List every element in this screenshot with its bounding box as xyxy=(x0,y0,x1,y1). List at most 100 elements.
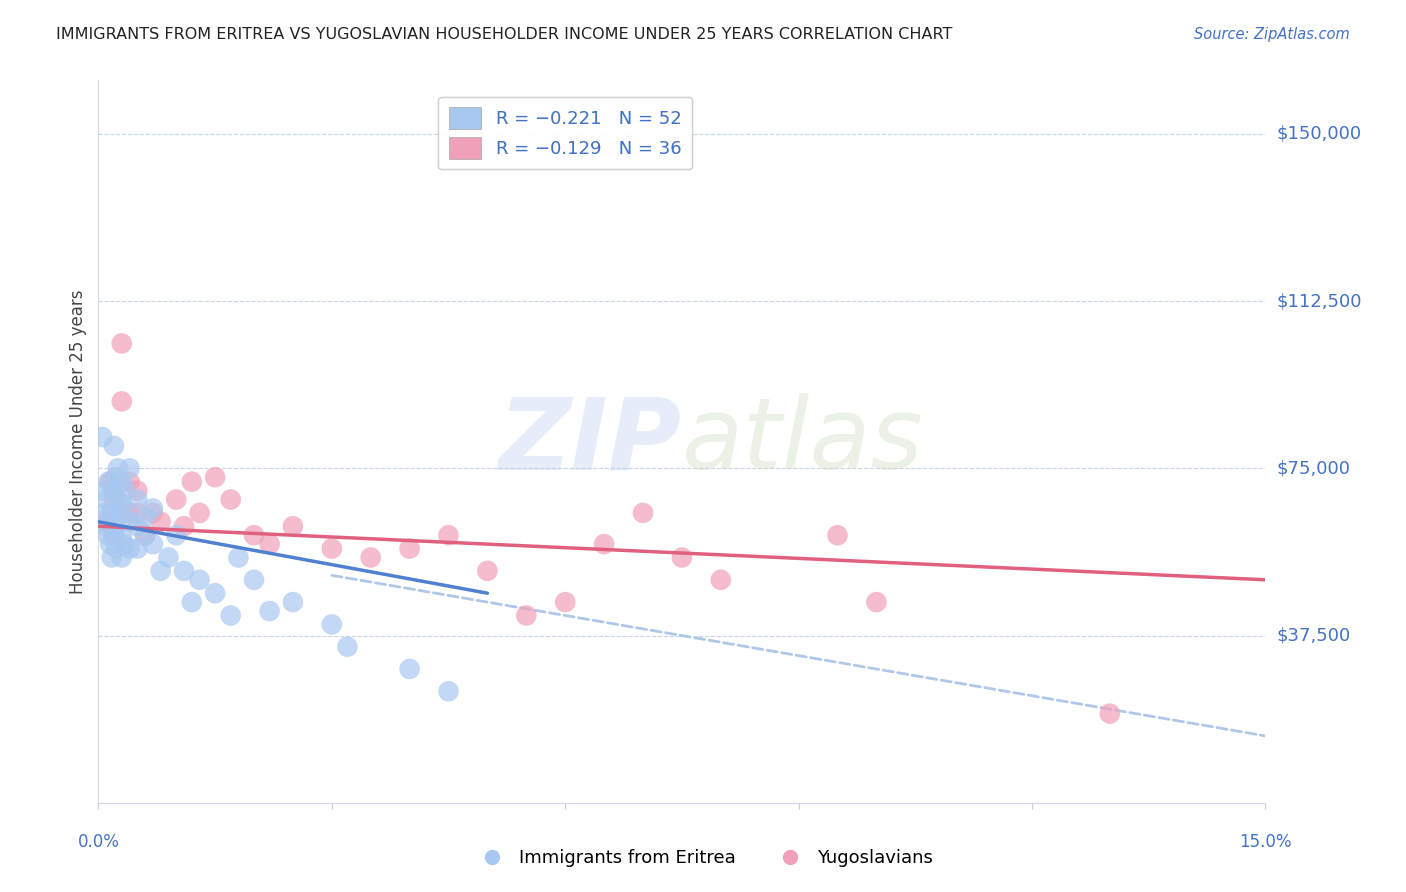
Point xyxy=(219,608,242,623)
Point xyxy=(103,439,125,453)
Point xyxy=(96,519,118,533)
Point xyxy=(360,550,382,565)
Point xyxy=(204,470,226,484)
Point xyxy=(96,515,118,529)
Point xyxy=(157,550,180,565)
Point xyxy=(149,515,172,529)
Point xyxy=(104,519,127,533)
Text: $150,000: $150,000 xyxy=(1277,125,1361,143)
Point xyxy=(437,528,460,542)
Point xyxy=(180,595,202,609)
Point xyxy=(118,461,141,475)
Point xyxy=(103,528,125,542)
Point xyxy=(93,506,115,520)
Text: Source: ZipAtlas.com: Source: ZipAtlas.com xyxy=(1194,27,1350,42)
Point xyxy=(118,515,141,529)
Point xyxy=(228,550,250,565)
Point xyxy=(97,528,120,542)
Point xyxy=(173,564,195,578)
Point xyxy=(98,475,121,489)
Point xyxy=(593,537,616,551)
Point xyxy=(243,573,266,587)
Point xyxy=(243,528,266,542)
Point xyxy=(398,662,420,676)
Point xyxy=(118,475,141,489)
Point xyxy=(142,506,165,520)
Legend: Immigrants from Eritrea, Yugoslavians: Immigrants from Eritrea, Yugoslavians xyxy=(467,842,939,874)
Point xyxy=(103,492,125,507)
Legend: R = −0.221   N = 52, R = −0.129   N = 36: R = −0.221 N = 52, R = −0.129 N = 36 xyxy=(439,96,692,169)
Point xyxy=(118,541,141,556)
Point xyxy=(142,501,165,516)
Point xyxy=(100,550,122,565)
Point xyxy=(112,506,135,520)
Point xyxy=(554,595,576,609)
Text: 15.0%: 15.0% xyxy=(1239,833,1292,851)
Point xyxy=(281,595,304,609)
Point xyxy=(111,497,134,511)
Point xyxy=(188,506,211,520)
Point xyxy=(111,394,134,409)
Text: 0.0%: 0.0% xyxy=(77,833,120,851)
Point xyxy=(149,564,172,578)
Point xyxy=(134,528,156,542)
Point xyxy=(107,492,129,507)
Point xyxy=(111,528,134,542)
Point xyxy=(437,684,460,698)
Point xyxy=(710,573,733,587)
Text: ZIP: ZIP xyxy=(499,393,682,490)
Text: $75,000: $75,000 xyxy=(1277,459,1351,477)
Point xyxy=(515,608,537,623)
Text: $112,500: $112,500 xyxy=(1277,292,1362,310)
Point xyxy=(105,541,128,556)
Point xyxy=(134,510,156,524)
Text: atlas: atlas xyxy=(682,393,924,490)
Text: IMMIGRANTS FROM ERITREA VS YUGOSLAVIAN HOUSEHOLDER INCOME UNDER 25 YEARS CORRELA: IMMIGRANTS FROM ERITREA VS YUGOSLAVIAN H… xyxy=(56,27,953,42)
Point xyxy=(631,506,654,520)
Y-axis label: Householder Income Under 25 years: Householder Income Under 25 years xyxy=(69,289,87,594)
Point xyxy=(98,506,121,520)
Point xyxy=(180,475,202,489)
Point xyxy=(165,492,187,507)
Point xyxy=(204,586,226,600)
Point xyxy=(93,483,115,498)
Point xyxy=(336,640,359,654)
Point xyxy=(107,461,129,475)
Point xyxy=(118,506,141,520)
Point xyxy=(97,475,120,489)
Point xyxy=(103,528,125,542)
Point xyxy=(91,430,114,444)
Point xyxy=(827,528,849,542)
Point xyxy=(111,550,134,565)
Point xyxy=(173,519,195,533)
Point xyxy=(165,528,187,542)
Point xyxy=(398,541,420,556)
Point xyxy=(127,506,149,520)
Point xyxy=(188,573,211,587)
Point xyxy=(96,492,118,507)
Point xyxy=(259,537,281,551)
Point xyxy=(259,604,281,618)
Point xyxy=(98,537,121,551)
Point xyxy=(127,541,149,556)
Point xyxy=(111,475,134,489)
Point xyxy=(321,541,343,556)
Point xyxy=(281,519,304,533)
Text: $37,500: $37,500 xyxy=(1277,626,1351,645)
Point xyxy=(142,537,165,551)
Point xyxy=(671,550,693,565)
Point xyxy=(477,564,499,578)
Point xyxy=(114,483,136,498)
Point xyxy=(127,483,149,498)
Point xyxy=(865,595,887,609)
Point xyxy=(134,528,156,542)
Point xyxy=(103,506,125,520)
Point xyxy=(104,470,127,484)
Point xyxy=(321,617,343,632)
Point xyxy=(103,483,125,498)
Point xyxy=(1098,706,1121,721)
Point xyxy=(219,492,242,507)
Point xyxy=(127,492,149,507)
Point xyxy=(111,336,134,351)
Point xyxy=(127,519,149,533)
